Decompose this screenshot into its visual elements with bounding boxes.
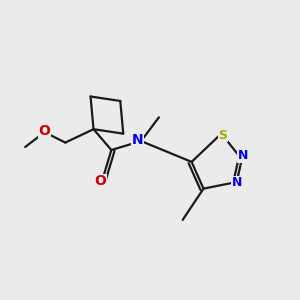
Text: O: O — [38, 124, 50, 138]
Text: S: S — [218, 129, 227, 142]
Text: N: N — [238, 149, 248, 162]
Text: O: O — [94, 174, 106, 188]
Text: N: N — [232, 176, 242, 189]
Text: N: N — [132, 133, 143, 147]
